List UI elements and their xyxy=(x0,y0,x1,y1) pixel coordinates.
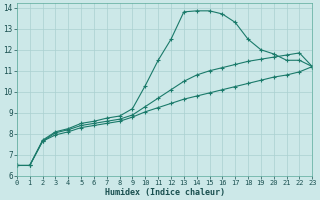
X-axis label: Humidex (Indice chaleur): Humidex (Indice chaleur) xyxy=(105,188,225,197)
